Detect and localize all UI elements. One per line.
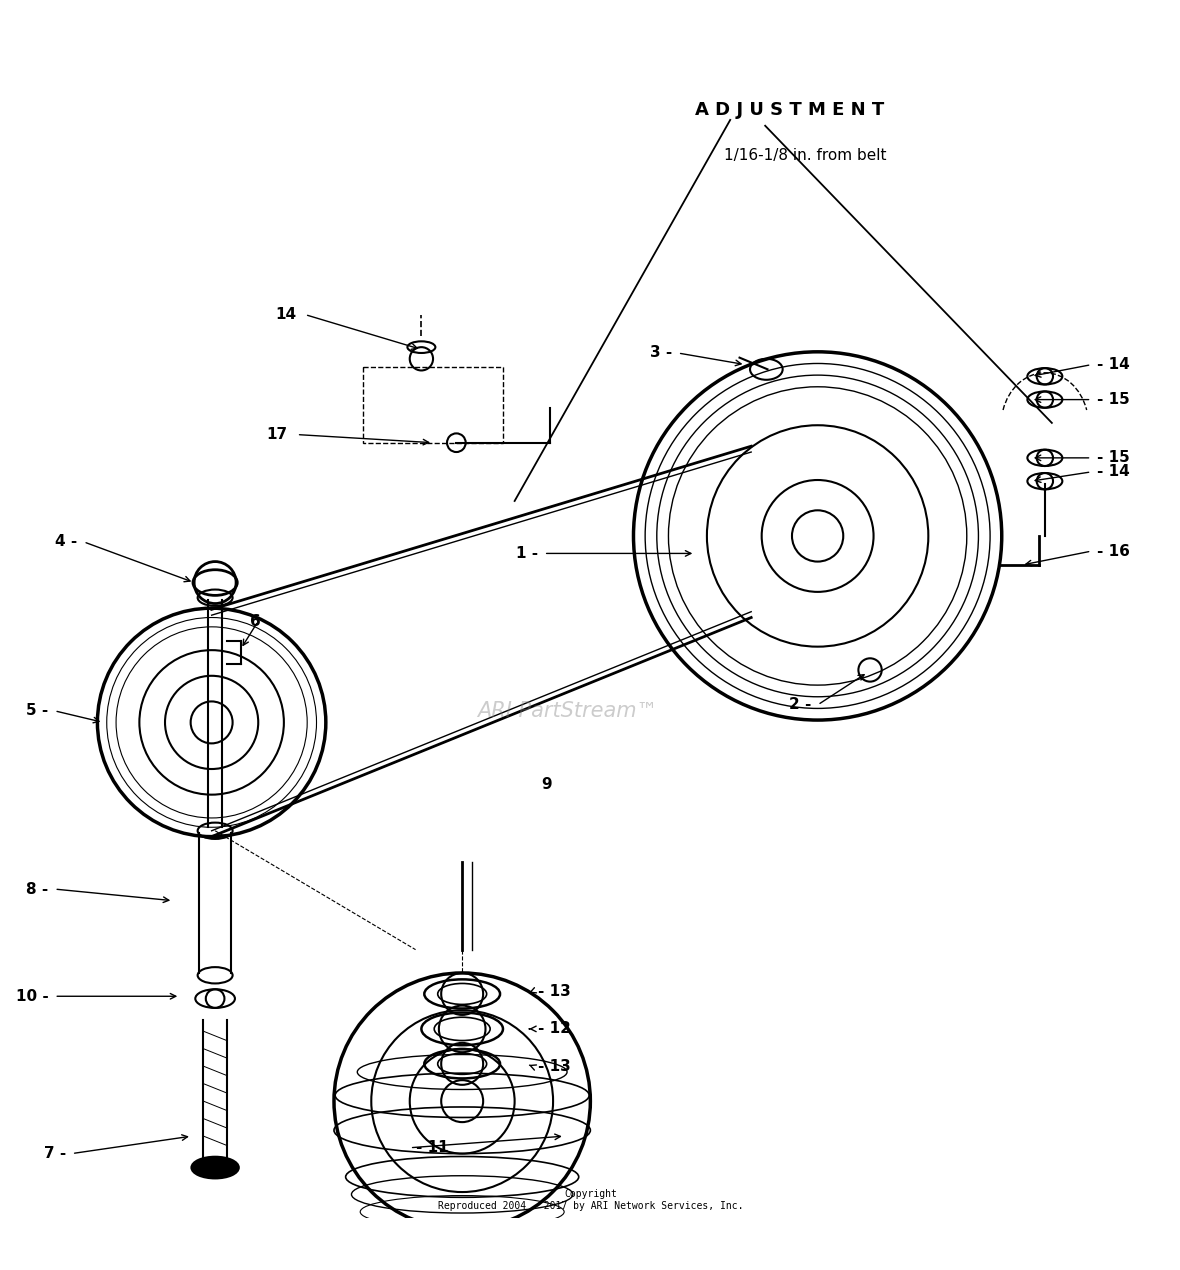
Text: 7 -: 7 - — [44, 1146, 66, 1161]
Text: 6: 6 — [250, 613, 261, 629]
Text: - 11: - 11 — [415, 1140, 448, 1156]
Text: 10 -: 10 - — [15, 989, 48, 1003]
Text: - 12: - 12 — [538, 1021, 571, 1036]
Text: 3 -: 3 - — [650, 345, 671, 361]
Text: - 13: - 13 — [538, 1059, 571, 1073]
Text: - 14: - 14 — [1097, 357, 1130, 372]
Ellipse shape — [192, 1157, 238, 1179]
Text: 14: 14 — [276, 307, 296, 323]
Text: ARI PartStream™: ARI PartStream™ — [477, 701, 657, 721]
Text: 17: 17 — [267, 427, 288, 442]
Text: 8 -: 8 - — [26, 881, 48, 897]
Text: - 15: - 15 — [1097, 451, 1130, 465]
Text: 5 -: 5 - — [26, 704, 48, 719]
Text: 1/16-1/8 in. from belt: 1/16-1/8 in. from belt — [725, 147, 887, 163]
Text: 9: 9 — [542, 777, 552, 791]
Text: - 16: - 16 — [1097, 544, 1130, 559]
Text: 1 -: 1 - — [516, 546, 538, 561]
Text: - 15: - 15 — [1097, 392, 1130, 408]
Text: - 14: - 14 — [1097, 465, 1130, 479]
Text: - 13: - 13 — [538, 984, 571, 999]
Text: Copyright
Reproduced 2004 - 2017 by ARI Network Services, Inc.: Copyright Reproduced 2004 - 2017 by ARI … — [438, 1190, 743, 1212]
Text: 2 -: 2 - — [789, 697, 812, 712]
Text: 4 -: 4 - — [55, 535, 78, 549]
Text: A D J U S T M E N T: A D J U S T M E N T — [695, 102, 885, 119]
